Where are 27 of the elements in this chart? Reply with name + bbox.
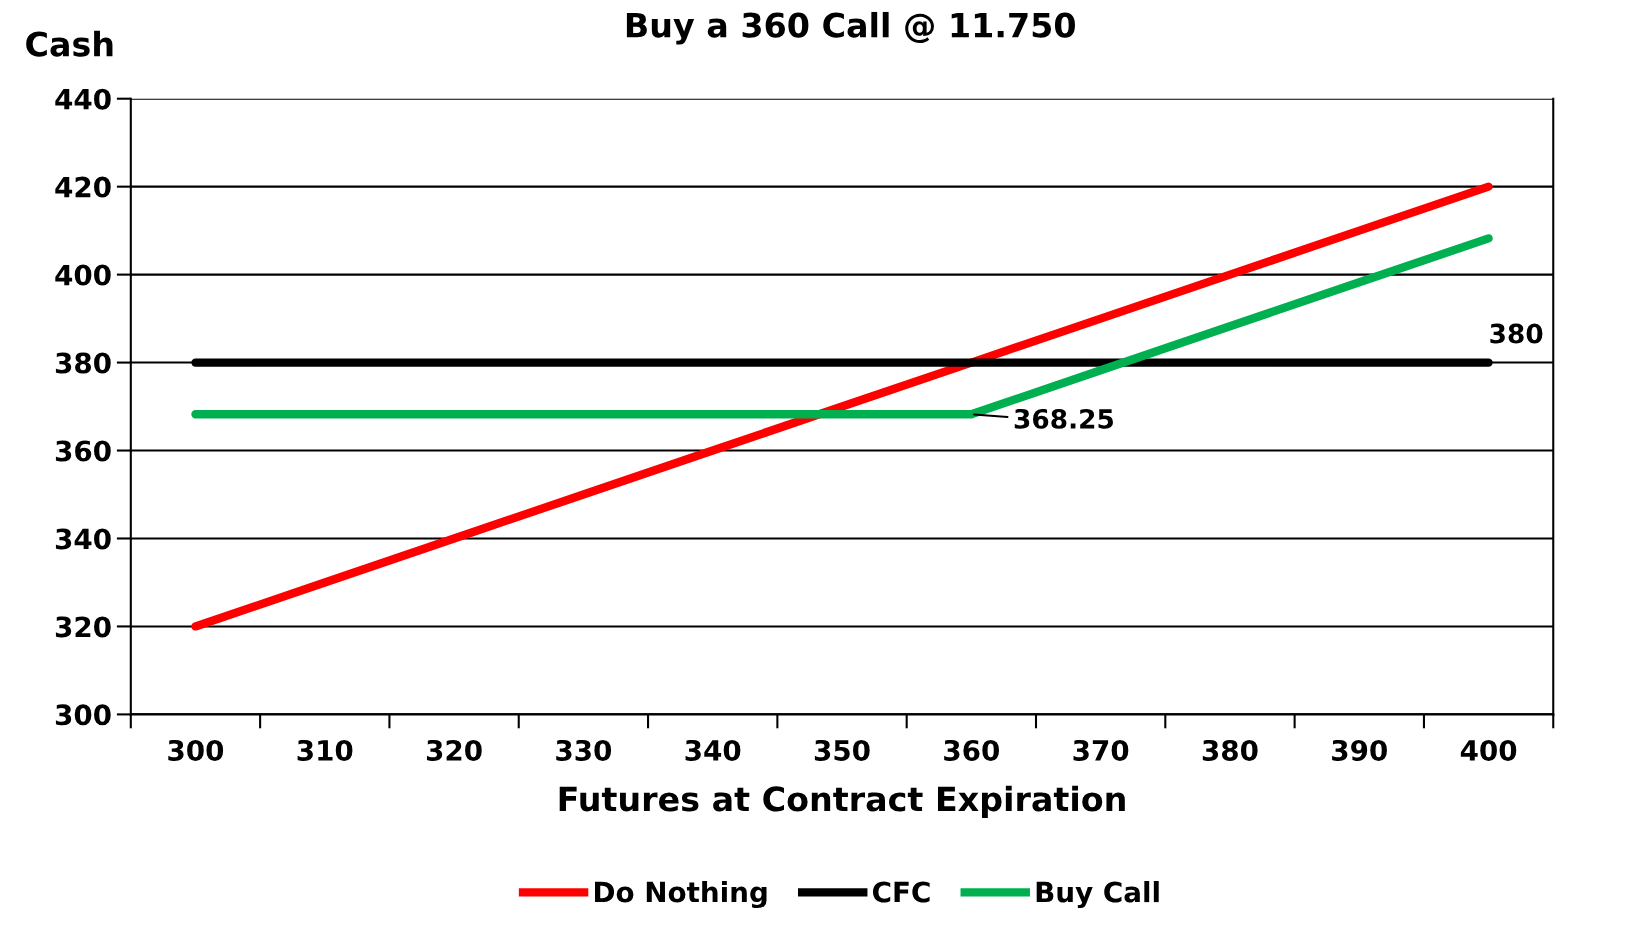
y-tick-label: 300 [55, 704, 111, 726]
legend-label: Buy Call [1036, 881, 1159, 909]
legend-label: Do Nothing [595, 881, 767, 909]
legend-label: CFC [873, 881, 930, 903]
x-tick-label: 310 [297, 739, 353, 761]
y-tick-label: 380 [55, 352, 111, 374]
x-tick-label: 340 [685, 739, 741, 761]
x-tick-label: 400 [1460, 739, 1517, 761]
annotation: 380 [1490, 323, 1543, 344]
x-tick-label: 360 [944, 739, 999, 761]
x-tick-label: 370 [1073, 739, 1129, 761]
y-tick-label: 400 [55, 264, 111, 286]
x-axis-title: Futures at Contract Expiration [559, 785, 1125, 818]
chart-title: Buy a 360 Call @ 11.750 [626, 11, 1075, 45]
y-tick-label: 320 [55, 616, 111, 638]
y-axis-title: Cash [26, 30, 113, 57]
x-tick-label: 330 [556, 739, 612, 761]
y-tick-label: 420 [55, 176, 111, 198]
y-tick-label: 360 [55, 440, 111, 462]
y-tick-label: 440 [55, 88, 111, 110]
x-tick-label: 320 [426, 739, 482, 761]
y-tick-label: 340 [55, 528, 111, 550]
annotation: 368.25 [1014, 408, 1113, 429]
x-tick-label: 300 [168, 739, 224, 761]
x-tick-label: 390 [1332, 739, 1387, 761]
x-tick-label: 350 [814, 739, 870, 761]
x-tick-label: 380 [1202, 739, 1258, 761]
